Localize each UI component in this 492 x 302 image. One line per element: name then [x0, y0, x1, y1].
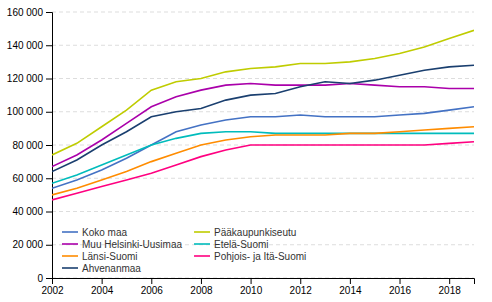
y-tick-label: 140 000	[7, 40, 44, 51]
x-tick-label: 2010	[240, 285, 263, 296]
y-tick-label: 100 000	[7, 106, 44, 117]
y-tick: 0	[37, 273, 52, 284]
legend-item: Muu Helsinki-Uusimaa	[62, 239, 182, 250]
grid-line	[52, 211, 474, 212]
y-tick-label: 0	[37, 273, 43, 284]
legend-item: Ahvenanmaa	[62, 263, 141, 274]
legend-label: Koko maa	[82, 227, 127, 238]
legend-swatch	[62, 267, 78, 269]
y-tick-mark	[46, 278, 52, 279]
x-tick: 2006	[141, 278, 164, 296]
legend-label: Pääkaupunkiseutu	[214, 227, 296, 238]
y-tick-label: 40 000	[12, 206, 43, 217]
legend-item: Pohjois- ja Itä-Suomi	[194, 251, 306, 262]
x-tick-mark	[449, 278, 450, 284]
x-tick-label: 2006	[141, 285, 164, 296]
chart-container: 2002 2004 2006 2008 2010 2012 2014 2016 2018 0 20 …	[0, 0, 492, 302]
x-axis: 2002 2004 2006 2008 2010 2012 2014 2016 2018	[41, 278, 474, 296]
y-tick: 80 000	[12, 140, 52, 151]
x-axis-line	[53, 279, 475, 285]
x-tick-label: 2002	[41, 285, 64, 296]
legend: Koko maa Pääkaupunkiseutu Muu Helsinki-Uus…	[62, 227, 306, 274]
x-tick-mark	[251, 278, 252, 284]
legend-swatch	[62, 243, 78, 245]
x-tick-mark	[102, 278, 103, 284]
legend-swatch	[62, 255, 78, 257]
x-tick-label: 2004	[91, 285, 114, 296]
grid-line	[52, 45, 474, 46]
legend-label: Etelä-Suomi	[214, 239, 268, 250]
legend-item: Pääkaupunkiseutu	[194, 227, 296, 238]
x-tick: 2010	[240, 278, 263, 296]
x-tick-mark	[400, 278, 401, 284]
y-tick: 160 000	[7, 7, 52, 18]
y-tick: 60 000	[12, 173, 52, 184]
x-tick: 2012	[290, 278, 313, 296]
legend-label: Ahvenanmaa	[82, 263, 141, 274]
y-tick: 120 000	[7, 73, 52, 84]
legend-label: Pohjois- ja Itä-Suomi	[214, 251, 306, 262]
grid-line	[52, 78, 474, 79]
x-tick: 2016	[389, 278, 412, 296]
y-tick: 40 000	[12, 206, 52, 217]
grid-line	[52, 12, 474, 13]
x-tick-mark	[151, 278, 152, 284]
x-tick: 2002	[41, 278, 64, 296]
x-tick-label: 2012	[290, 285, 313, 296]
legend-item: Koko maa	[62, 227, 127, 238]
legend-swatch	[194, 231, 210, 233]
y-tick-label: 120 000	[7, 73, 44, 84]
series-line	[52, 65, 474, 171]
legend-label: Muu Helsinki-Uusimaa	[82, 239, 182, 250]
grid-line	[52, 111, 474, 112]
y-tick-mark	[46, 79, 52, 80]
y-tick-label: 80 000	[12, 140, 43, 151]
y-tick-mark	[46, 112, 52, 113]
x-tick-label: 2014	[339, 285, 362, 296]
grid	[52, 12, 474, 278]
series-line	[52, 142, 474, 200]
legend-swatch	[194, 255, 210, 257]
y-tick: 100 000	[7, 106, 52, 117]
y-tick-mark	[46, 178, 52, 179]
legend-swatch	[62, 231, 78, 233]
x-tick: 2008	[190, 278, 213, 296]
legend-item: Länsi-Suomi	[62, 251, 138, 262]
y-axis-line	[46, 13, 53, 279]
grid-line	[52, 178, 474, 179]
legend-swatch	[194, 243, 210, 245]
y-tick-mark	[46, 45, 52, 46]
y-tick-mark	[46, 245, 52, 246]
series-group	[52, 30, 474, 200]
y-tick-mark	[46, 145, 52, 146]
y-tick-mark	[46, 12, 52, 13]
x-tick-label: 2008	[190, 285, 213, 296]
x-tick: 2018	[439, 278, 462, 296]
y-tick-label: 160 000	[7, 7, 44, 18]
x-tick: 2004	[91, 278, 114, 296]
y-tick: 20 000	[12, 239, 52, 250]
y-tick-mark	[46, 212, 52, 213]
series-line	[52, 83, 474, 166]
y-axis: 0 20 000 40 000 60 000 80 000 100 000 120 000 1…	[7, 7, 53, 284]
legend-item: Etelä-Suomi	[194, 239, 268, 250]
x-tick-label: 2018	[439, 285, 462, 296]
y-tick-label: 60 000	[12, 173, 43, 184]
chart-svg: 2002 2004 2006 2008 2010 2012 2014 2016 2018 0 20 …	[0, 0, 492, 302]
y-tick: 140 000	[7, 40, 52, 51]
plot-area: 2002 2004 2006 2008 2010 2012 2014 2016 2018 0 20 …	[7, 7, 475, 296]
x-tick-mark	[350, 278, 351, 284]
y-tick-label: 20 000	[12, 239, 43, 250]
x-tick-label: 2016	[389, 285, 412, 296]
x-tick: 2014	[339, 278, 362, 296]
legend-label: Länsi-Suomi	[82, 251, 138, 262]
x-tick-mark	[300, 278, 301, 284]
x-tick-mark	[201, 278, 202, 284]
